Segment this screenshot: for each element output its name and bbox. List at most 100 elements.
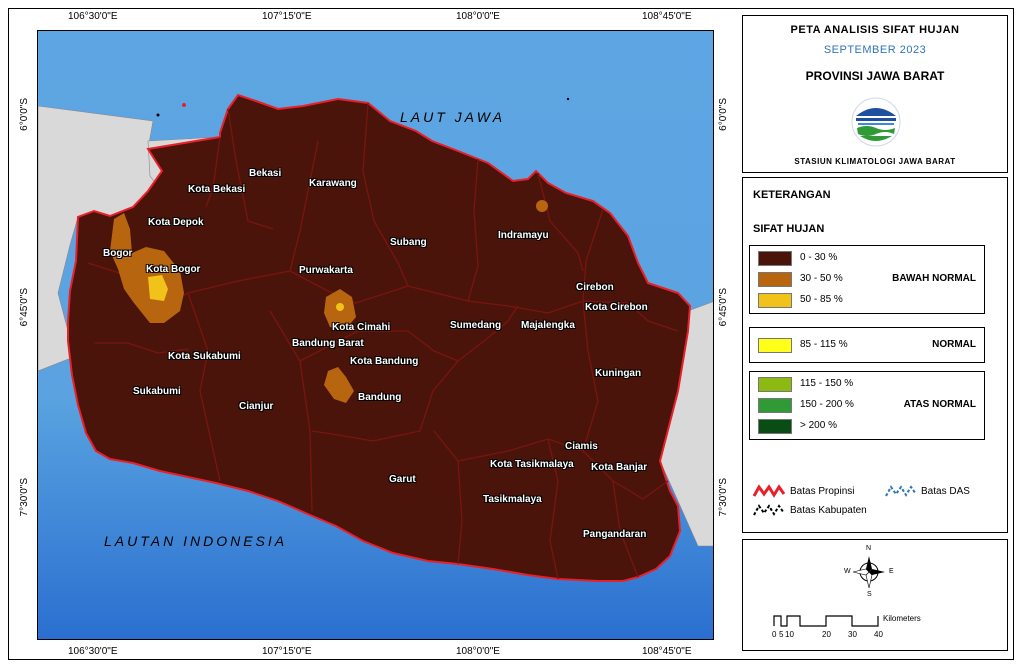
map-title: PETA ANALISIS SIFAT HUJAN — [790, 24, 960, 36]
label-cianjur: Cianjur — [239, 401, 274, 412]
map-canvas — [38, 31, 713, 639]
coord-right-2: 6°45'0"S — [718, 288, 729, 327]
coord-left-3: 7°30'0"S — [19, 478, 30, 517]
compass-west: W — [844, 568, 851, 575]
label-pangandaran: Pangandaran — [583, 529, 647, 540]
west-java-province — [67, 93, 692, 582]
patch-30-50-indramayu — [536, 200, 548, 212]
batas-das-icon — [885, 485, 917, 497]
map-province: PROVINSI JAWA BARAT — [805, 69, 945, 83]
group-label-bawah-normal: BAWAH NORMAL — [892, 273, 976, 284]
scale-tick-30: 30 — [848, 630, 857, 639]
scale-tick-10: 10 — [785, 630, 794, 639]
coord-bottom-4: 108°45'0"E — [642, 646, 692, 657]
label-kota-bandung: Kota Bandung — [350, 356, 419, 367]
swatch-85-115 — [758, 338, 792, 353]
label-115-150: 115 - 150 % — [800, 378, 854, 389]
scale-unit: Kilometers — [883, 614, 921, 623]
coord-top-2: 107°15'0"E — [262, 11, 312, 22]
label-sukabumi: Sukabumi — [133, 386, 181, 397]
map-period: SEPTEMBER 2023 — [823, 44, 927, 56]
coord-left-1: 6°0'0"S — [19, 98, 30, 131]
coord-right-1: 6°0'0"S — [718, 98, 729, 131]
label-85-115: 85 - 115 % — [800, 339, 848, 350]
legend-group-atas-normal: 115 - 150 % 150 - 200 % > 200 % ATAS NOR… — [749, 371, 985, 440]
label-tasikmalaya: Tasikmalaya — [483, 494, 542, 505]
label-kota-depok: Kota Depok — [148, 217, 204, 228]
label-laut-jawa: LAUT JAWA — [400, 109, 506, 125]
swatch-115-150 — [758, 377, 792, 392]
scale-tick-40: 40 — [874, 630, 883, 639]
coord-top-1: 106°30'0"E — [68, 11, 118, 22]
station-name: STASIUN KLIMATOLOGI JAWA BARAT — [794, 157, 956, 166]
label-bandung-barat: Bandung Barat — [292, 338, 364, 349]
swatch-0-30 — [758, 251, 792, 266]
label-150-200: 150 - 200 % — [800, 399, 854, 410]
label-kota-cirebon: Kota Cirebon — [585, 302, 648, 313]
island-2 — [156, 113, 160, 117]
swatch-over-200 — [758, 419, 792, 434]
batas-kabupaten-icon — [753, 504, 785, 516]
legend-panel: KETERANGAN SIFAT HUJAN 0 - 30 % 30 - 50 … — [742, 177, 1008, 533]
map-area[interactable]: Bekasi Kota Bekasi Karawang Kota Depok B… — [37, 30, 714, 640]
coord-right-3: 7°30'0"S — [718, 478, 729, 517]
label-kota-sukabumi: Kota Sukabumi — [168, 351, 241, 362]
batas-propinsi-icon — [753, 484, 786, 498]
scale-tick-5: 5 — [779, 630, 784, 639]
label-bekasi: Bekasi — [249, 168, 282, 179]
coord-top-4: 108°45'0"E — [642, 11, 692, 22]
label-kota-bekasi: Kota Bekasi — [188, 184, 246, 195]
island-3 — [566, 97, 570, 101]
label-sumedang: Sumedang — [450, 320, 502, 331]
label-kota-banjar: Kota Banjar — [591, 462, 648, 473]
compass-rose-icon — [852, 556, 885, 589]
scale-bar — [773, 615, 879, 627]
label-50-85: 50 - 85 % — [800, 294, 843, 305]
legend-header: KETERANGAN — [753, 189, 831, 201]
patch-30-50-bandung — [324, 367, 354, 403]
label-ciamis: Ciamis — [565, 441, 598, 452]
label-bogor: Bogor — [103, 248, 133, 259]
island-1 — [182, 103, 186, 107]
label-lautan-indonesia: LAUTAN INDONESIA — [104, 533, 288, 549]
group-label-atas-normal: ATAS NORMAL — [903, 399, 976, 410]
legend-group-normal: 85 - 115 % NORMAL — [749, 327, 985, 363]
label-kota-bogor: Kota Bogor — [146, 264, 201, 275]
swatch-150-200 — [758, 398, 792, 413]
label-garut: Garut — [389, 474, 416, 485]
label-30-50: 30 - 50 % — [800, 273, 843, 284]
patch-50-85-kota-bogor — [148, 275, 168, 301]
label-bandung: Bandung — [358, 392, 402, 403]
label-kota-cimahi: Kota Cimahi — [332, 322, 391, 333]
compass-east: E — [889, 568, 894, 575]
legend-group-bawah-normal: 0 - 30 % 30 - 50 % 50 - 85 % BAWAH NORMA… — [749, 245, 985, 314]
bmkg-logo-icon — [851, 97, 901, 147]
coord-bottom-2: 107°15'0"E — [262, 646, 312, 657]
coord-bottom-3: 108°0'0"E — [456, 646, 500, 657]
compass-south: S — [867, 591, 872, 598]
group-label-normal: NORMAL — [932, 339, 976, 350]
patch-50-85-cimahi — [336, 303, 344, 311]
label-purwakarta: Purwakarta — [299, 265, 353, 276]
scale-panel: N S W E Kilometers 0 5 10 20 30 40 — [742, 539, 1008, 651]
label-subang: Subang — [390, 237, 427, 248]
label-majalengka: Majalengka — [521, 320, 575, 331]
coord-bottom-1: 106°30'0"E — [68, 646, 118, 657]
label-kota-tasikmalaya: Kota Tasikmalaya — [490, 459, 574, 470]
compass-north: N — [866, 545, 872, 552]
label-kuningan: Kuningan — [595, 368, 642, 379]
label-batas-propinsi: Batas Propinsi — [790, 486, 855, 497]
label-0-30: 0 - 30 % — [800, 252, 838, 263]
label-cirebon: Cirebon — [576, 282, 614, 293]
kabupaten-boundaries — [87, 102, 679, 580]
map-frame — [8, 8, 1014, 660]
scale-tick-20: 20 — [822, 630, 831, 639]
label-batas-kabupaten: Batas Kabupaten — [790, 505, 867, 516]
coord-top-3: 108°0'0"E — [456, 11, 500, 22]
label-batas-das: Batas DAS — [921, 486, 970, 497]
scale-tick-0: 0 — [772, 630, 777, 639]
legend-subheader: SIFAT HUJAN — [753, 223, 825, 235]
label-karawang: Karawang — [309, 178, 357, 189]
coord-left-2: 6°45'0"S — [19, 288, 30, 327]
swatch-30-50 — [758, 272, 792, 287]
